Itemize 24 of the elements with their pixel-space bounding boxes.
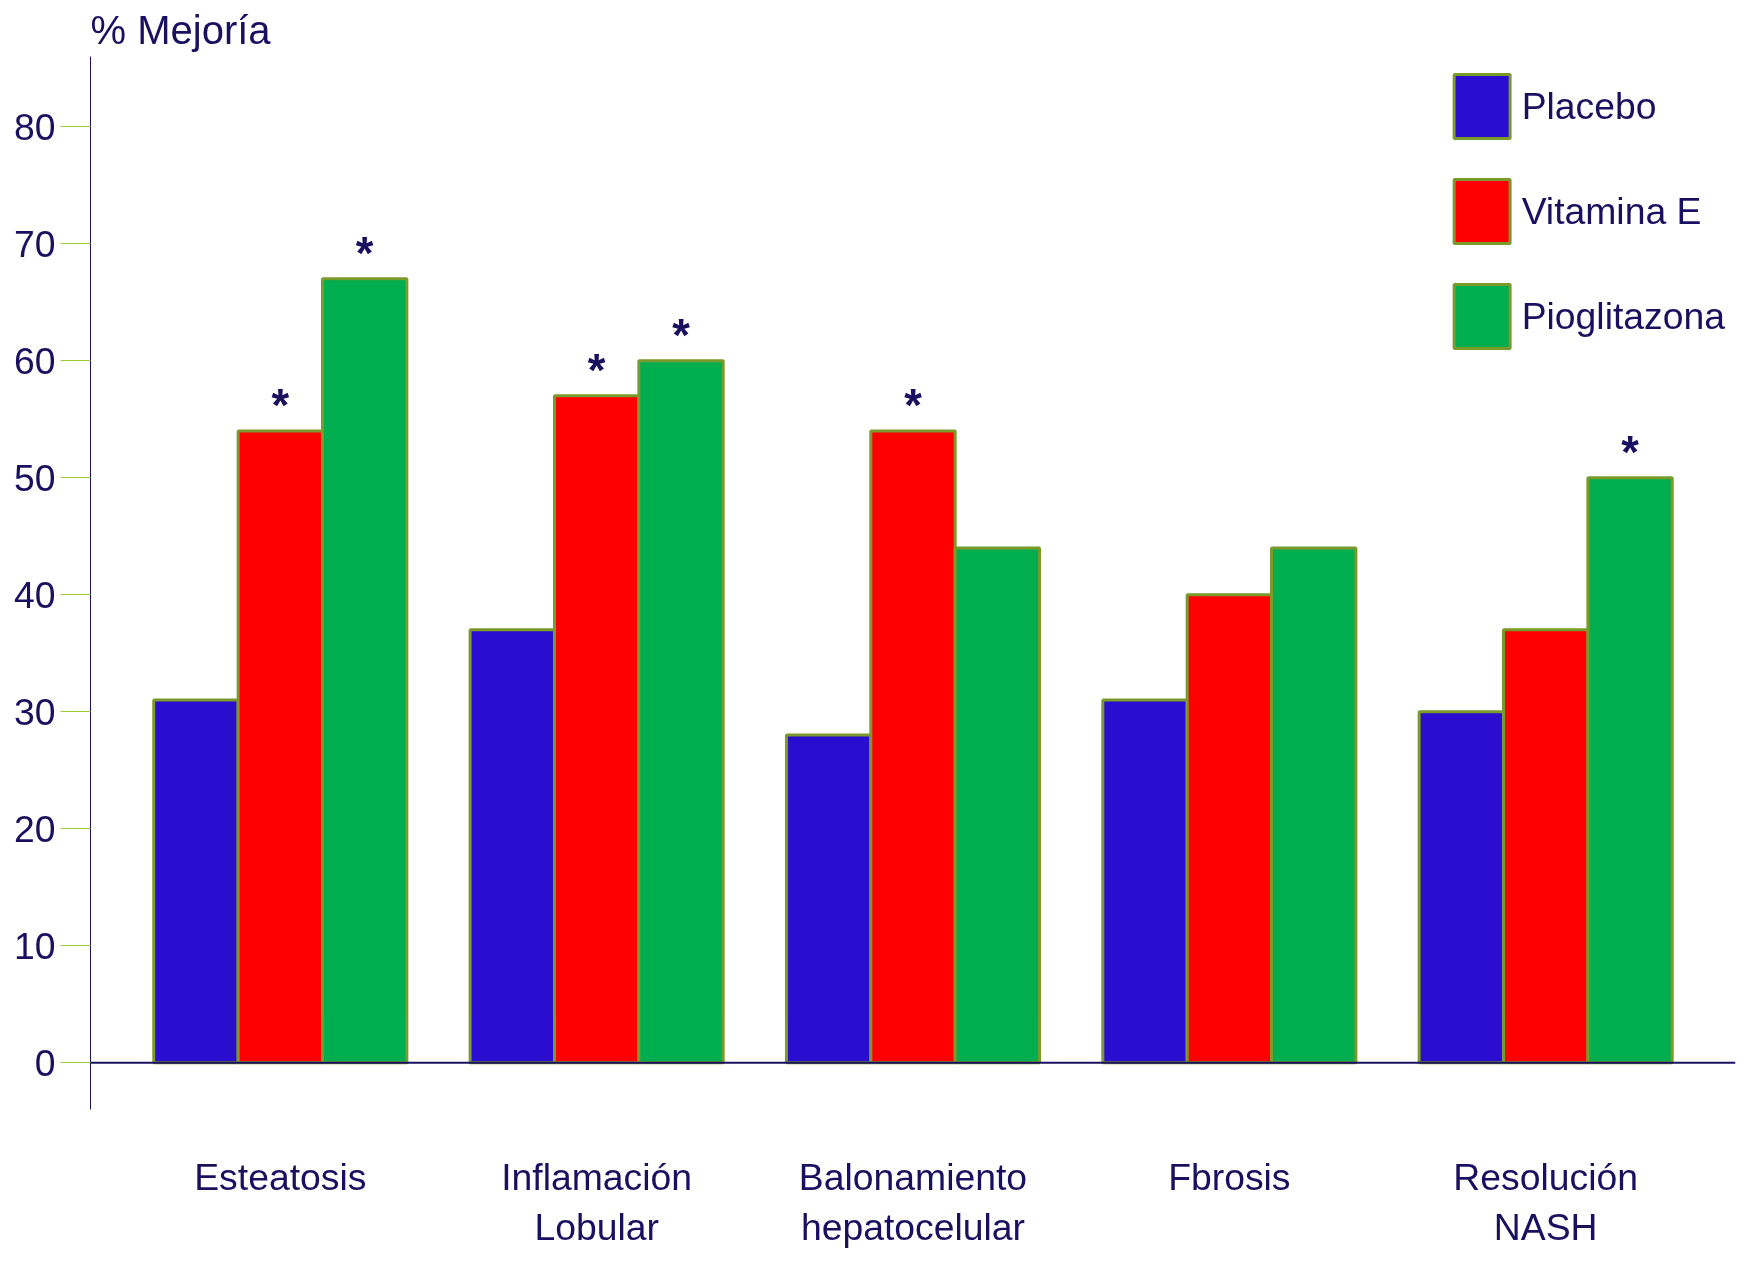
y-tick-label: 50: [13, 456, 56, 499]
legend-label: Vitamina E: [1521, 189, 1702, 233]
y-tick-label: 60: [13, 339, 56, 382]
y-tick-label: 80: [13, 105, 56, 148]
x-tick-label: Esteatosis: [194, 1155, 367, 1198]
data-label: *: [672, 309, 691, 361]
data-label: *: [587, 344, 606, 396]
y-tick-label: 0: [34, 1041, 56, 1084]
y-tick-label: 40: [13, 573, 56, 616]
x-tick-label: Resolución NASH: [1453, 1155, 1639, 1248]
x-tick-label: Fbrosis: [1168, 1155, 1291, 1198]
x-tick-label: Inflamación Lobular: [501, 1155, 693, 1248]
legend-label: Pioglitazona: [1521, 294, 1725, 338]
y-axis-title: % Mejoría: [90, 7, 272, 52]
data-label: *: [904, 379, 923, 431]
data-label: *: [355, 227, 374, 279]
y-tick-label: 70: [13, 222, 56, 265]
y-tick-label: 20: [13, 807, 56, 850]
legend-label: Placebo: [1521, 84, 1657, 128]
y-tick-label: 10: [13, 924, 56, 967]
data-label: *: [1621, 426, 1640, 478]
y-tick-label: 30: [13, 690, 56, 733]
data-label: *: [271, 379, 290, 431]
x-tick-label: Balonamiento hepatocelular: [798, 1155, 1028, 1248]
